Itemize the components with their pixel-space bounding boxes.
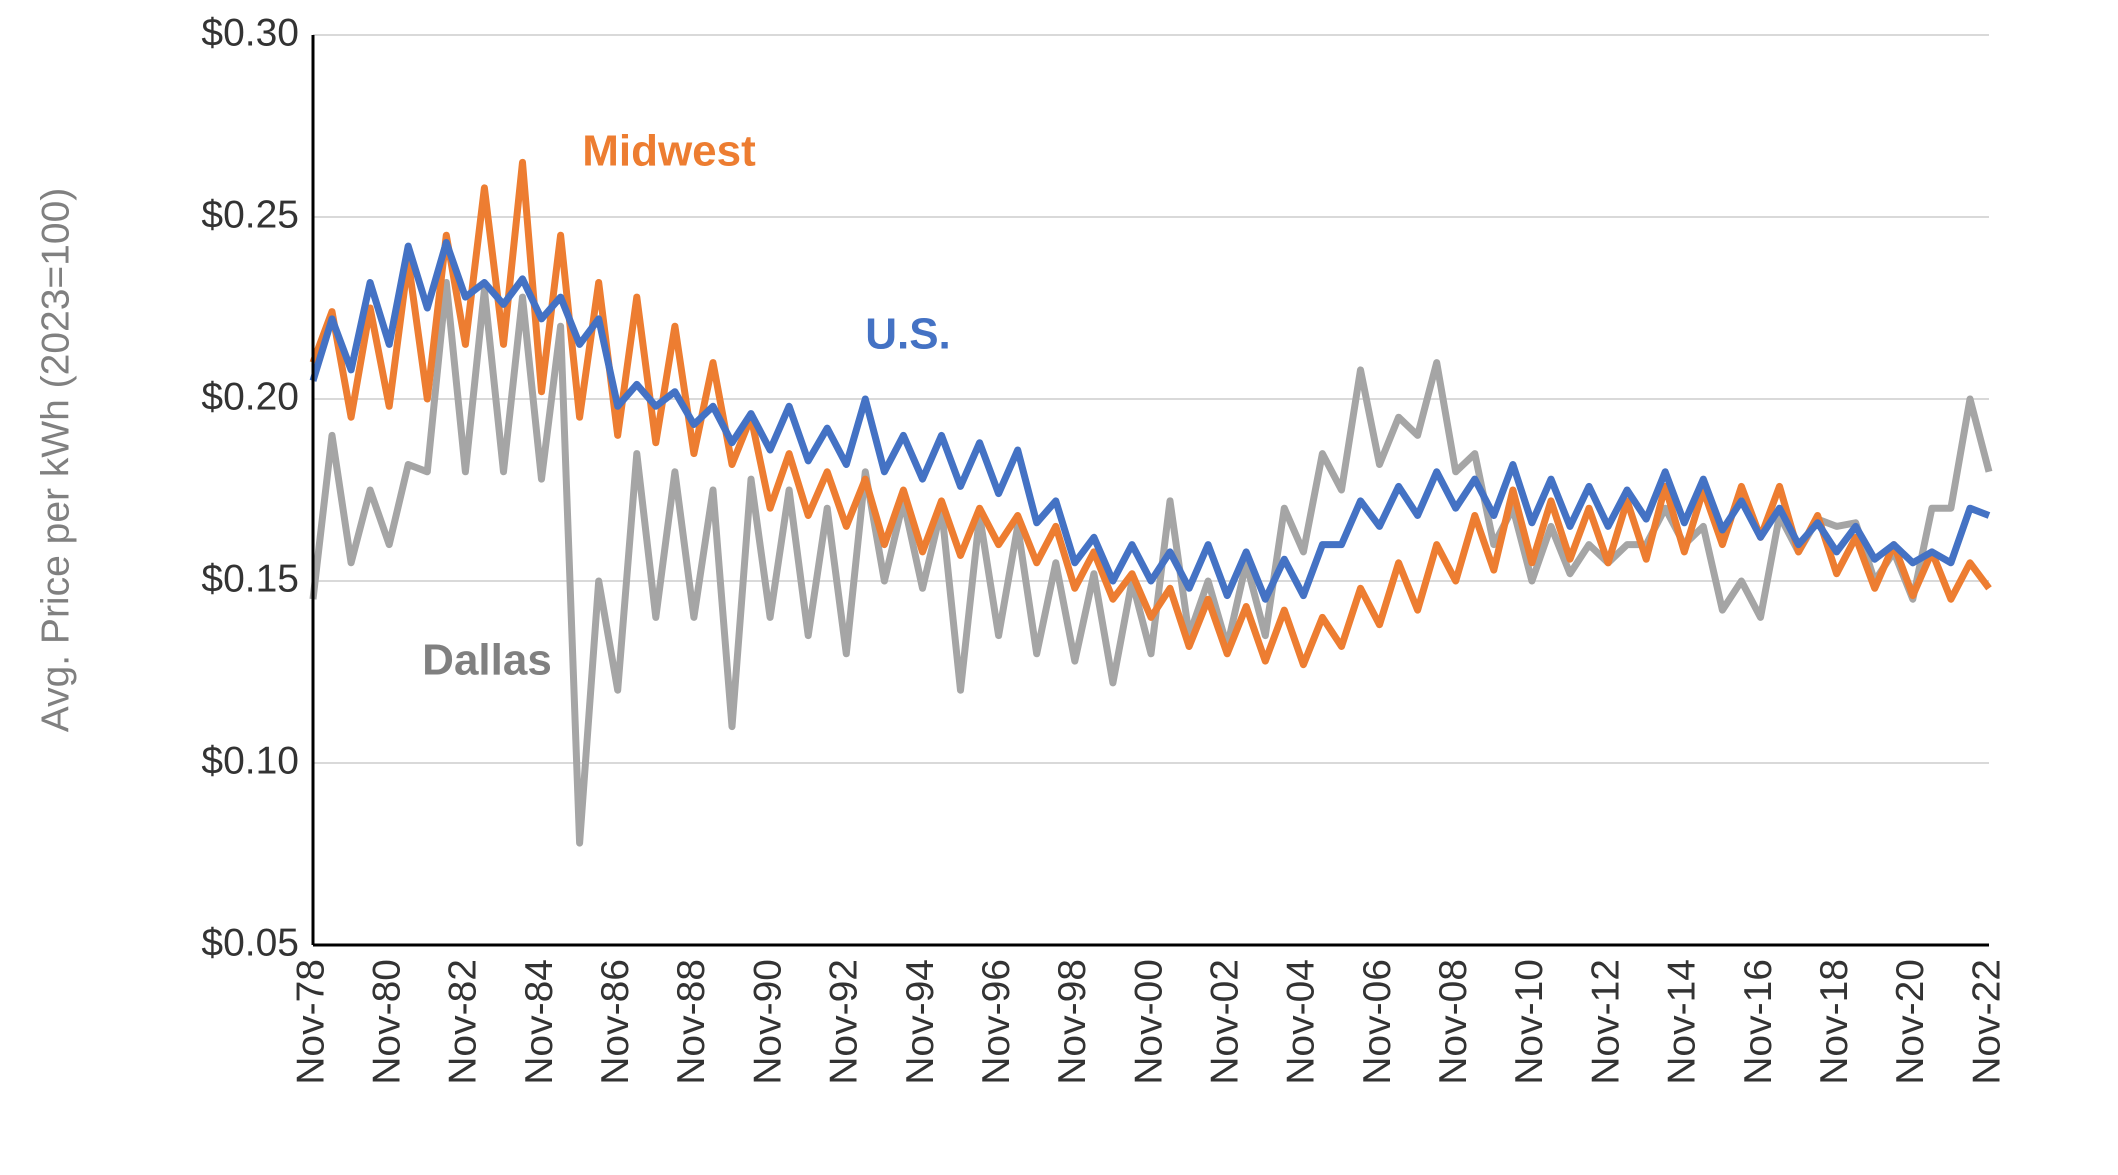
x-tick-label: Nov-22 [1965,959,2008,1085]
x-tick-label: Nov-88 [670,959,713,1085]
x-tick-label: Nov-14 [1661,959,1704,1085]
x-tick-label: Nov-80 [365,959,408,1085]
x-tick-label: Nov-02 [1203,959,1246,1085]
series-label: Dallas [422,636,552,685]
y-axis-title: Avg. Price per kWh (2023=100) [34,188,77,732]
x-tick-label: Nov-12 [1584,959,1627,1085]
y-tick-label: $0.15 [201,557,299,600]
x-tick-label: Nov-78 [289,959,332,1085]
x-tick-label: Nov-08 [1432,959,1475,1085]
x-tick-label: Nov-00 [1127,959,1170,1085]
x-tick-label: Nov-94 [899,959,942,1085]
series-line [309,239,1991,603]
x-tick-label: Nov-20 [1889,959,1932,1085]
x-tick-label: Nov-06 [1356,959,1399,1085]
series-label: U.S. [865,310,951,359]
series-line [309,279,1993,847]
x-tick-label: Nov-10 [1508,959,1551,1085]
x-tick-label: Nov-82 [442,959,485,1085]
y-tick-label: $0.20 [201,375,299,418]
y-tick-label: $0.25 [201,193,299,236]
series-label: Midwest [582,127,756,176]
x-tick-label: Nov-90 [746,959,789,1085]
x-tick-label: Nov-18 [1813,959,1856,1085]
y-tick-label: $0.30 [201,11,299,54]
x-tick-label: Nov-86 [594,959,637,1085]
x-tick-label: Nov-96 [975,959,1018,1085]
y-tick-label: $0.05 [201,921,299,964]
x-tick-label: Nov-98 [1051,959,1094,1085]
x-tick-label: Nov-16 [1737,959,1780,1085]
x-tick-label: Nov-92 [823,959,866,1085]
y-tick-label: $0.10 [201,739,299,782]
x-tick-label: Nov-04 [1280,959,1323,1085]
x-tick-label: Nov-84 [518,959,561,1085]
